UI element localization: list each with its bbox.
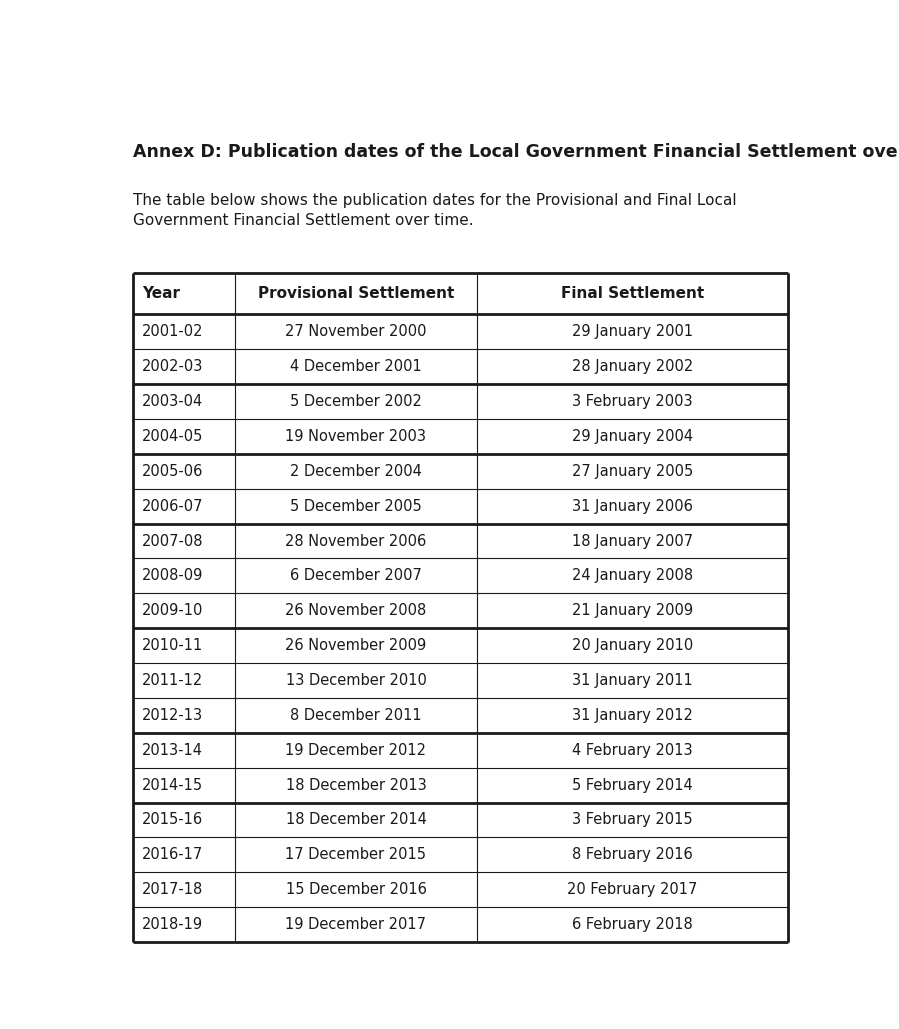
Text: 2005-06: 2005-06 (142, 464, 203, 478)
Text: 8 February 2016: 8 February 2016 (573, 847, 693, 862)
Text: 2011-12: 2011-12 (142, 673, 203, 688)
Text: 3 February 2003: 3 February 2003 (573, 394, 693, 410)
Text: Year: Year (142, 286, 180, 301)
Text: 15 December 2016: 15 December 2016 (286, 882, 426, 897)
Text: 2012-13: 2012-13 (142, 708, 203, 722)
Text: 31 January 2006: 31 January 2006 (573, 499, 693, 513)
Text: Provisional Settlement: Provisional Settlement (258, 286, 454, 301)
Text: 2007-08: 2007-08 (142, 534, 203, 548)
Text: 2014-15: 2014-15 (142, 778, 203, 792)
Text: 13 December 2010: 13 December 2010 (286, 673, 426, 688)
Text: 31 January 2012: 31 January 2012 (573, 708, 693, 722)
Text: 18 December 2013: 18 December 2013 (286, 778, 426, 792)
Text: 29 January 2004: 29 January 2004 (572, 429, 693, 443)
Text: 21 January 2009: 21 January 2009 (572, 603, 693, 618)
Text: 2016-17: 2016-17 (142, 847, 203, 862)
Text: 26 November 2008: 26 November 2008 (285, 603, 426, 618)
Text: 5 February 2014: 5 February 2014 (573, 778, 693, 792)
Text: Final Settlement: Final Settlement (561, 286, 704, 301)
Text: 2017-18: 2017-18 (142, 882, 203, 897)
Text: 2015-16: 2015-16 (142, 813, 203, 827)
Text: 28 January 2002: 28 January 2002 (572, 359, 693, 375)
Text: 28 November 2006: 28 November 2006 (285, 534, 426, 548)
Text: 24 January 2008: 24 January 2008 (572, 568, 693, 583)
Text: 31 January 2011: 31 January 2011 (573, 673, 693, 688)
Text: 29 January 2001: 29 January 2001 (572, 324, 693, 340)
Text: 2002-03: 2002-03 (142, 359, 203, 375)
Text: 2001-02: 2001-02 (142, 324, 203, 340)
Text: Annex D: Publication dates of the Local Government Financial Settlement over tim: Annex D: Publication dates of the Local … (133, 143, 899, 162)
Text: 5 December 2002: 5 December 2002 (290, 394, 422, 410)
Text: 17 December 2015: 17 December 2015 (286, 847, 426, 862)
Text: 2004-05: 2004-05 (142, 429, 203, 443)
Text: 3 February 2015: 3 February 2015 (573, 813, 693, 827)
Text: 19 December 2017: 19 December 2017 (286, 917, 426, 932)
Text: 18 January 2007: 18 January 2007 (572, 534, 693, 548)
Text: 4 February 2013: 4 February 2013 (573, 743, 693, 757)
Text: 2018-19: 2018-19 (142, 917, 203, 932)
Text: 5 December 2005: 5 December 2005 (290, 499, 422, 513)
Text: 4 December 2001: 4 December 2001 (290, 359, 422, 375)
Text: The table below shows the publication dates for the Provisional and Final Local
: The table below shows the publication da… (133, 193, 737, 228)
Text: 2009-10: 2009-10 (142, 603, 203, 618)
Text: 6 December 2007: 6 December 2007 (290, 568, 422, 583)
Text: 2 December 2004: 2 December 2004 (290, 464, 422, 478)
Text: 8 December 2011: 8 December 2011 (290, 708, 422, 722)
Text: 19 December 2012: 19 December 2012 (286, 743, 426, 757)
Text: 2013-14: 2013-14 (142, 743, 202, 757)
Text: 2010-11: 2010-11 (142, 638, 203, 653)
Text: 27 January 2005: 27 January 2005 (572, 464, 693, 478)
Text: 27 November 2000: 27 November 2000 (285, 324, 427, 340)
Text: 2003-04: 2003-04 (142, 394, 203, 410)
Text: 19 November 2003: 19 November 2003 (286, 429, 426, 443)
Text: 6 February 2018: 6 February 2018 (573, 917, 693, 932)
Text: 20 February 2017: 20 February 2017 (567, 882, 698, 897)
Text: 20 January 2010: 20 January 2010 (572, 638, 693, 653)
Text: 18 December 2014: 18 December 2014 (286, 813, 426, 827)
Text: 2006-07: 2006-07 (142, 499, 203, 513)
Text: 26 November 2009: 26 November 2009 (285, 638, 426, 653)
Text: 2008-09: 2008-09 (142, 568, 203, 583)
